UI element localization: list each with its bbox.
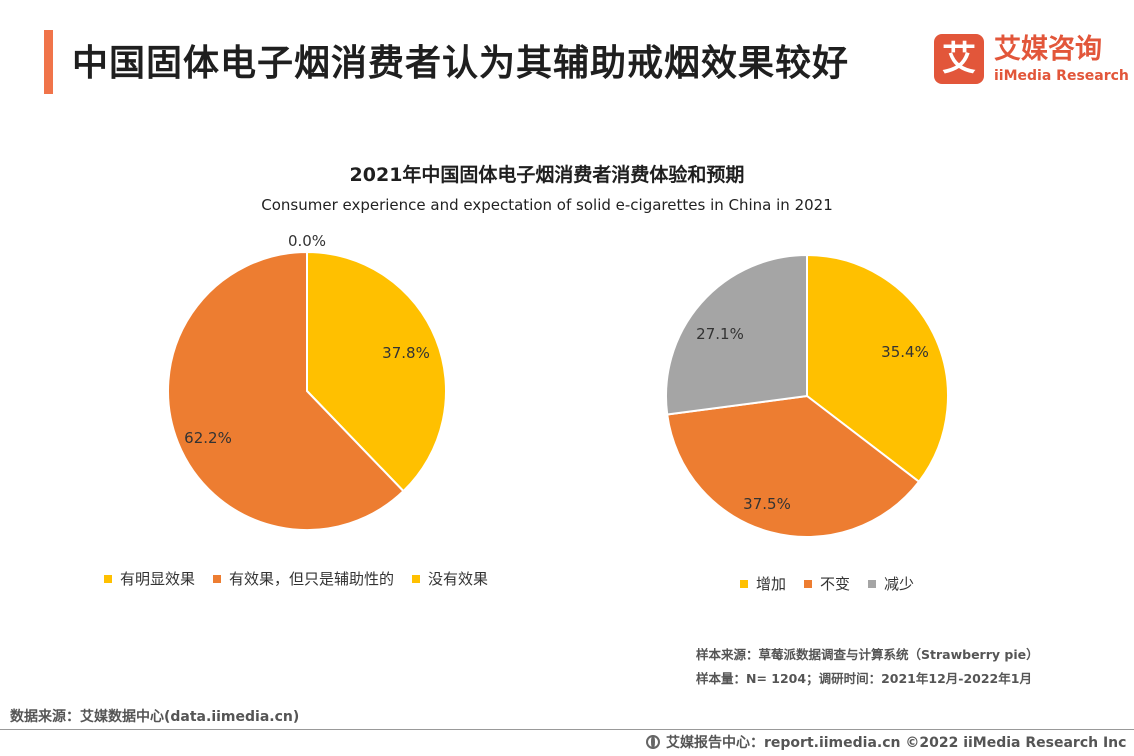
logo-cn-text: 艾媒咨询 [994, 34, 1102, 65]
pie-data-label: 37.8% [382, 344, 430, 362]
legend-label: 有明显效果 [120, 570, 196, 588]
legend-item: 减少 [868, 573, 914, 594]
pie-data-label: 27.1% [696, 325, 744, 343]
pie-data-label: 62.2% [184, 429, 232, 447]
legend-item: 增加 [740, 573, 786, 594]
legend-item: 有明显效果 [104, 568, 195, 589]
legend-item: 不变 [804, 573, 850, 594]
legend-item: 有效果，但只是辅助性的 [213, 568, 394, 589]
chart-title: 2021年中国固体电子烟消费者消费体验和预期 [349, 164, 745, 186]
pie-slice [665, 253, 808, 416]
footer-text: 艾媒报告中心：report.iimedia.cn ©2022 iiMedia R… [666, 735, 1127, 751]
legend-label: 没有效果 [428, 570, 489, 588]
legend-label: 增加 [756, 575, 787, 593]
pie-data-label: 35.4% [881, 343, 929, 361]
data-source: 数据来源：艾媒数据中心(data.iimedia.cn) [10, 709, 300, 725]
pie-slice [666, 394, 921, 538]
pie-slice [806, 253, 949, 484]
pie-data-label: 0.0% [288, 232, 326, 250]
sample-size-note: 样本量：N= 1204；调研时间：2021年12月-2022年1月 [696, 671, 1032, 686]
pie-data-label: 37.5% [743, 495, 791, 513]
legend-swatch [213, 574, 222, 583]
sample-source-note: 样本来源：草莓派数据调查与计算系统（Strawberry pie） [696, 647, 1039, 662]
legend-swatch [740, 579, 748, 588]
logo-mark: 艾 [934, 34, 984, 84]
legend-swatch [868, 579, 877, 588]
logo-en-text: iiMedia Research [994, 68, 1129, 84]
legend-experience: 有明显效果 有效果，但只是辅助性的 没有效果 [104, 568, 506, 589]
brand-logo: 艾 艾媒咨询 iiMedia Research [934, 34, 1129, 88]
pie-chart-experience: 37.8% 62.2% 0.0% [167, 232, 447, 531]
pie-chart-expectation: 35.4% 37.5% 27.1% [665, 253, 949, 538]
title-accent-bar [44, 30, 53, 94]
legend-label: 不变 [820, 575, 851, 593]
pie-slice [167, 250, 405, 531]
pie-slice [306, 250, 447, 493]
chart-subtitle: Consumer experience and expectation of s… [261, 196, 833, 214]
page-title: 中国固体电子烟消费者认为其辅助戒烟效果较好 [72, 43, 850, 84]
legend-label: 减少 [884, 575, 915, 593]
legend-swatch [412, 574, 421, 583]
legend-item: 没有效果 [412, 568, 488, 589]
footer: 艾媒报告中心：report.iimedia.cn ©2022 iiMedia R… [646, 732, 1126, 752]
footer-divider [0, 729, 1134, 730]
legend-swatch [804, 579, 813, 588]
globe-icon [646, 735, 660, 749]
legend-label: 有效果，但只是辅助性的 [229, 570, 395, 588]
legend-swatch [104, 574, 112, 583]
legend-expectation: 增加 不变 减少 [740, 573, 932, 594]
